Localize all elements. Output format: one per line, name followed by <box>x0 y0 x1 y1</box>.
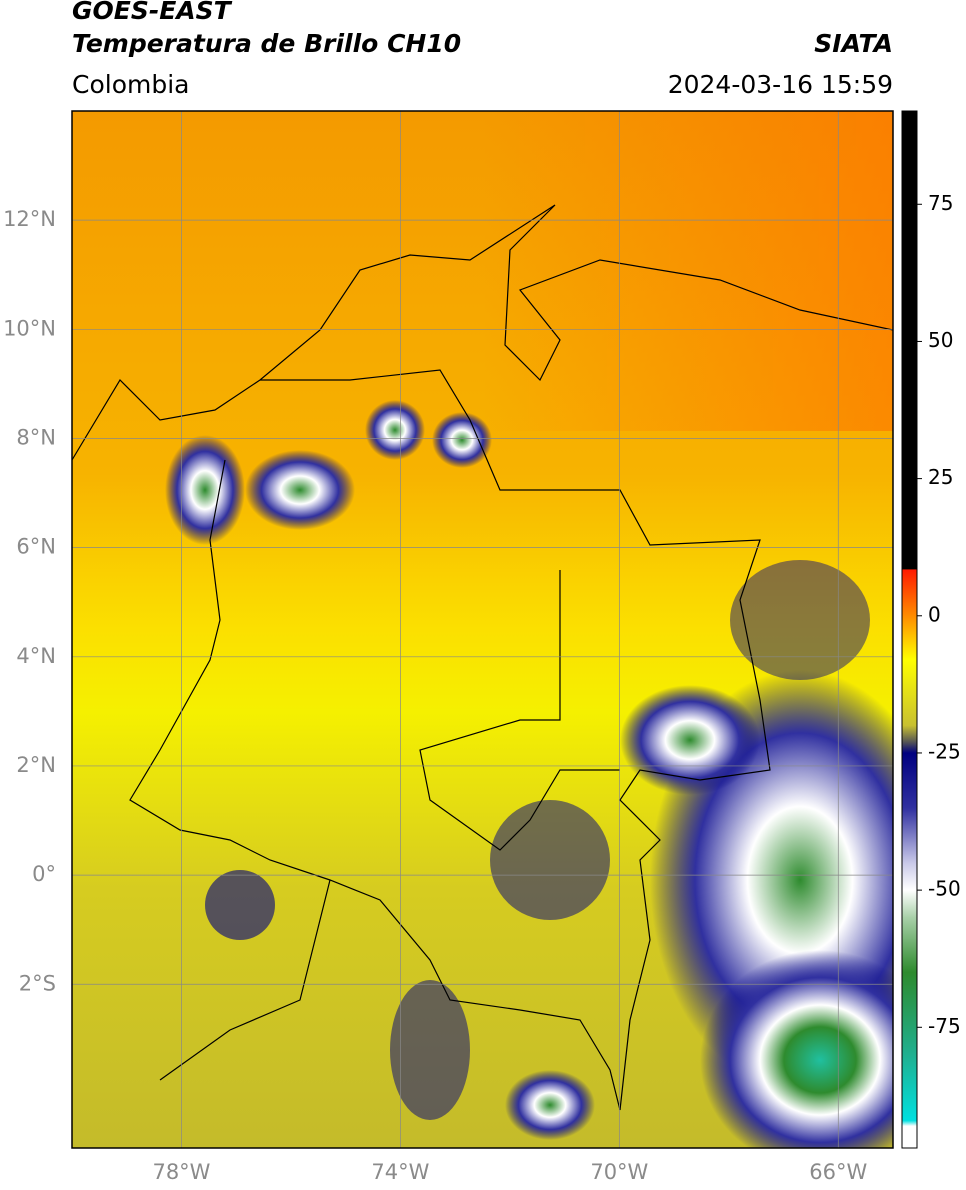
colorbar-tick-label: -75 <box>928 1014 961 1038</box>
cloud <box>505 1070 595 1140</box>
cloud <box>730 560 870 680</box>
region: Colombia <box>72 70 189 99</box>
grid <box>72 111 893 1148</box>
y-tick-label: 4°N <box>16 644 56 668</box>
cloud <box>432 412 492 468</box>
x-tick-label: 74°W <box>371 1160 429 1184</box>
source: SIATA <box>814 29 893 58</box>
cloud <box>205 870 275 940</box>
cloud <box>165 435 245 545</box>
cloud <box>245 450 355 530</box>
colorbar-tick-label: -50 <box>928 877 961 901</box>
borders <box>72 204 893 1111</box>
y-tick-label: 0° <box>32 862 56 886</box>
x-tick-label: 70°W <box>590 1160 648 1184</box>
cloud <box>390 980 470 1120</box>
imagery <box>72 111 893 1148</box>
y-tick-label: 2°S <box>19 971 56 995</box>
y-tick-label: 6°N <box>16 535 56 559</box>
colorbar-tick-label: -25 <box>928 739 961 763</box>
x-tick-label: 78°W <box>152 1160 210 1184</box>
y-tick-label: 8°N <box>16 425 56 449</box>
cloud <box>700 950 893 1148</box>
y-tick-label: 10°N <box>3 316 56 340</box>
y-tick-label: 2°N <box>16 753 56 777</box>
x-tick-label: 66°W <box>809 1160 867 1184</box>
colorbar-tick-label: 25 <box>928 465 953 489</box>
timestamp: 2024-03-16 15:59 <box>668 70 893 99</box>
title: GOES-EAST <box>72 0 233 25</box>
warm-area <box>72 111 893 431</box>
cloud <box>490 800 610 920</box>
colorbar-tick-label: 75 <box>928 191 953 215</box>
colorbar-tick-label: 50 <box>928 328 953 352</box>
subtitle: Temperatura de Brillo CH10 <box>72 29 461 58</box>
colorbar <box>901 110 918 1149</box>
cloud <box>365 400 425 460</box>
map-frame <box>71 110 894 1149</box>
colorbar-tick-label: 0 <box>928 602 941 626</box>
cloud <box>620 685 760 795</box>
y-tick-label: 12°N <box>3 207 56 231</box>
